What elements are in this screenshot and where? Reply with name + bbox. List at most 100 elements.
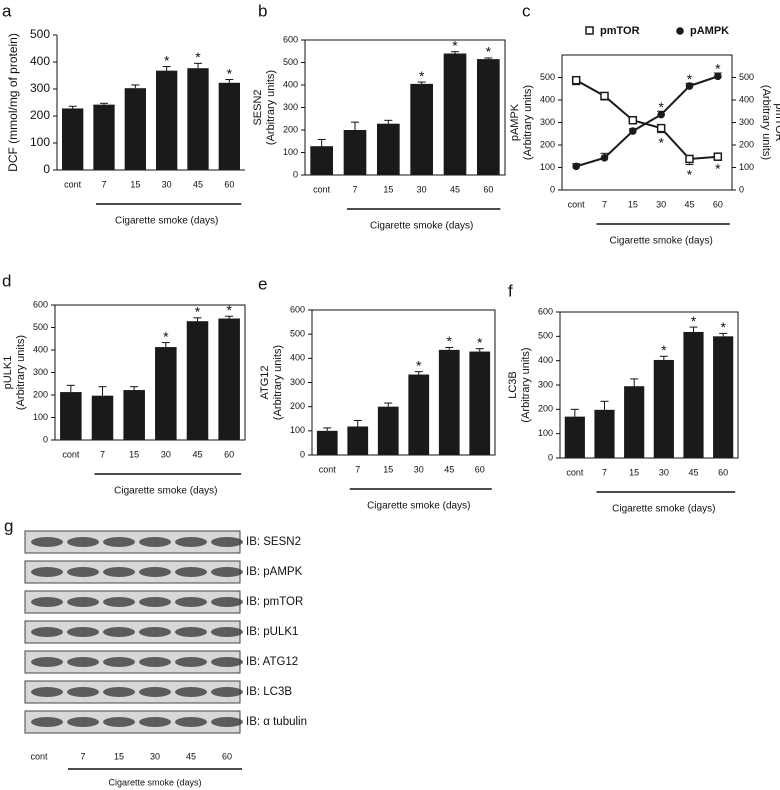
bar bbox=[410, 83, 433, 175]
y-tick-label: 400 bbox=[290, 353, 305, 363]
y-tick-label: 200 bbox=[33, 389, 48, 399]
bar bbox=[343, 130, 367, 175]
bar bbox=[123, 390, 145, 440]
y2-tick-label: 400 bbox=[739, 94, 754, 104]
bar bbox=[653, 359, 674, 458]
legend-marker bbox=[585, 26, 594, 35]
legend-label: pmTOR bbox=[600, 25, 640, 37]
blot-band bbox=[175, 717, 207, 727]
bar bbox=[187, 68, 209, 170]
significance-star: * bbox=[661, 342, 667, 358]
x-tick-label: 30 bbox=[414, 464, 424, 474]
blot-band bbox=[31, 687, 63, 697]
y2-tick-label: 100 bbox=[739, 162, 754, 172]
panel-label: f bbox=[508, 281, 513, 300]
x-tick-label: 7 bbox=[352, 184, 357, 194]
y-tick-label: 0 bbox=[293, 169, 298, 179]
blot-band bbox=[67, 657, 99, 667]
marker bbox=[600, 91, 609, 101]
x-tick-label: 15 bbox=[129, 449, 139, 459]
x-tick-label: 15 bbox=[130, 179, 140, 189]
significance-star: * bbox=[477, 334, 483, 350]
plot-frame bbox=[559, 311, 739, 459]
blot-band bbox=[31, 717, 63, 727]
y-tick-label: 500 bbox=[290, 329, 305, 339]
blot-band bbox=[211, 597, 243, 607]
y-tick-label: 500 bbox=[538, 331, 553, 341]
y-axis-label: ATG12 bbox=[259, 365, 271, 399]
plot-frame bbox=[54, 304, 246, 441]
blot-band bbox=[139, 597, 171, 607]
y-tick-label: 0 bbox=[550, 184, 555, 194]
bar bbox=[347, 426, 369, 455]
blot-lane-label: 60 bbox=[222, 751, 232, 761]
y-tick-label: 100 bbox=[30, 135, 50, 149]
x-tick-label: 30 bbox=[656, 199, 666, 209]
blot-band bbox=[103, 567, 135, 577]
blot-band bbox=[175, 687, 207, 697]
y-tick-label: 200 bbox=[540, 139, 555, 149]
blot-band bbox=[67, 597, 99, 607]
x-tick-label: 60 bbox=[224, 449, 234, 459]
x-tick-label: 30 bbox=[161, 449, 171, 459]
y-axis-label: pAMPK bbox=[509, 103, 521, 141]
y-tick-label: 600 bbox=[290, 304, 305, 314]
significance-star: * bbox=[163, 328, 169, 344]
blot-band bbox=[211, 627, 243, 637]
y-tick-label: 400 bbox=[283, 79, 298, 89]
bar bbox=[310, 146, 333, 175]
blot-band bbox=[139, 687, 171, 697]
significance-star: * bbox=[164, 52, 170, 68]
blot-band bbox=[67, 537, 99, 547]
x-tick-label: 7 bbox=[602, 467, 607, 477]
legend-label: pAMPK bbox=[690, 25, 729, 37]
y-tick-label: 600 bbox=[33, 299, 48, 309]
bar bbox=[377, 123, 400, 175]
x-axis-label: Cigarette smoke (days) bbox=[367, 501, 470, 512]
blot-band bbox=[211, 717, 243, 727]
y-tick-label: 100 bbox=[540, 162, 555, 172]
bar bbox=[62, 108, 84, 170]
bar bbox=[624, 386, 645, 458]
significance-star: * bbox=[195, 49, 201, 65]
bar bbox=[93, 104, 115, 170]
blot-lane-label: 15 bbox=[114, 751, 124, 761]
x-tick-label: 60 bbox=[483, 184, 493, 194]
marker bbox=[571, 75, 581, 85]
bar bbox=[377, 406, 399, 455]
significance-star: * bbox=[658, 99, 664, 115]
y-axis-label: DCF (mmol/mg of protein) bbox=[6, 33, 20, 172]
x-tick-label: cont bbox=[568, 199, 586, 209]
significance-star: * bbox=[419, 68, 425, 84]
panel-label: g bbox=[4, 516, 13, 535]
bar bbox=[155, 347, 177, 440]
x-axis-label: Cigarette smoke (days) bbox=[114, 486, 217, 497]
significance-star: * bbox=[416, 357, 422, 373]
panel-label: d bbox=[2, 271, 11, 290]
y2-tick-label: 500 bbox=[739, 72, 754, 82]
blot-band bbox=[139, 717, 171, 727]
bar bbox=[91, 395, 114, 440]
blot-lane-label: 7 bbox=[80, 751, 85, 761]
blot-row-label: IB: α tubulin bbox=[246, 716, 307, 728]
panel-label: c bbox=[522, 1, 531, 20]
blot-band bbox=[103, 657, 135, 667]
blot-band bbox=[31, 597, 63, 607]
blot-band bbox=[31, 657, 63, 667]
y-tick-label: 100 bbox=[283, 147, 298, 157]
blot-row-label: IB: pULK1 bbox=[246, 626, 298, 638]
y-tick-label: 400 bbox=[30, 54, 50, 68]
significance-star: * bbox=[195, 304, 201, 320]
significance-star: * bbox=[452, 37, 458, 53]
x-tick-label: cont bbox=[313, 184, 331, 194]
y-tick-label: 500 bbox=[283, 57, 298, 67]
x-axis-label: Cigarette smoke (days) bbox=[609, 236, 712, 247]
blot-row-label: IB: pmTOR bbox=[246, 596, 303, 608]
y-tick-label: 400 bbox=[540, 94, 555, 104]
blot-band bbox=[103, 717, 135, 727]
y-axis-label: (Arbitrary units) bbox=[522, 85, 534, 160]
panel-label: b bbox=[258, 1, 267, 20]
x-tick-label: 15 bbox=[383, 184, 393, 194]
significance-star: * bbox=[715, 61, 721, 77]
marker bbox=[657, 110, 665, 119]
